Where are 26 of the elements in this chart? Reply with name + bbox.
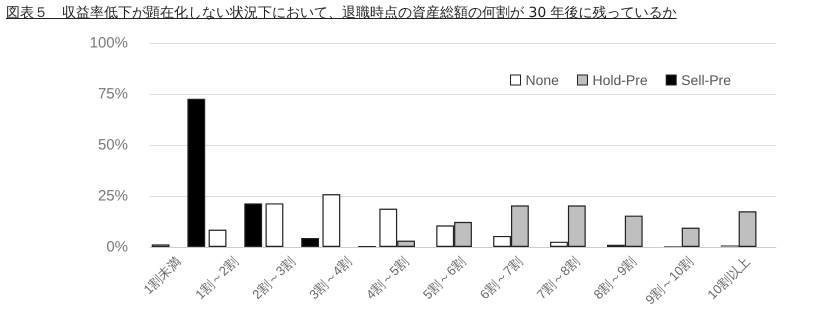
x-tick-label: 3割～4割 — [306, 254, 354, 302]
chart-title: 図表５ 収益率低下が顕在化しない状況下において、退職時点の資産総額の何割が 30 年後に残っているか — [6, 4, 677, 22]
x-tick-label: 2割～3割 — [249, 254, 298, 302]
bar — [208, 230, 226, 247]
y-tick-label: 25% — [98, 188, 128, 204]
bar — [322, 194, 340, 247]
x-tick-label: 7割～8割 — [534, 254, 582, 302]
y-tick-label: 75% — [98, 86, 128, 102]
legend-label: Sell-Pre — [681, 72, 732, 88]
x-tick-label: 10割以上 — [704, 254, 753, 302]
y-tick-label: 50% — [98, 136, 128, 154]
legend-label: Hold-Pre — [592, 72, 648, 88]
x-tick-label: 4割～5割 — [362, 254, 412, 302]
bar — [244, 203, 262, 247]
bar — [187, 98, 206, 247]
x-tick-label: 8割～9割 — [590, 254, 640, 302]
x-tick-label: 9割～10割 — [642, 254, 696, 308]
bar — [301, 238, 320, 247]
x-tick-label: 6割～7割 — [476, 254, 526, 302]
x-tick-label: 1割～2割 — [192, 254, 241, 302]
y-tick-label: 0% — [106, 238, 128, 256]
x-tick-label: 1割未満 — [140, 254, 184, 297]
bar — [266, 203, 284, 247]
y-tick-label: 100% — [90, 34, 128, 52]
x-tick-label: 5割～6割 — [420, 254, 468, 302]
legend-label: None — [525, 72, 560, 88]
